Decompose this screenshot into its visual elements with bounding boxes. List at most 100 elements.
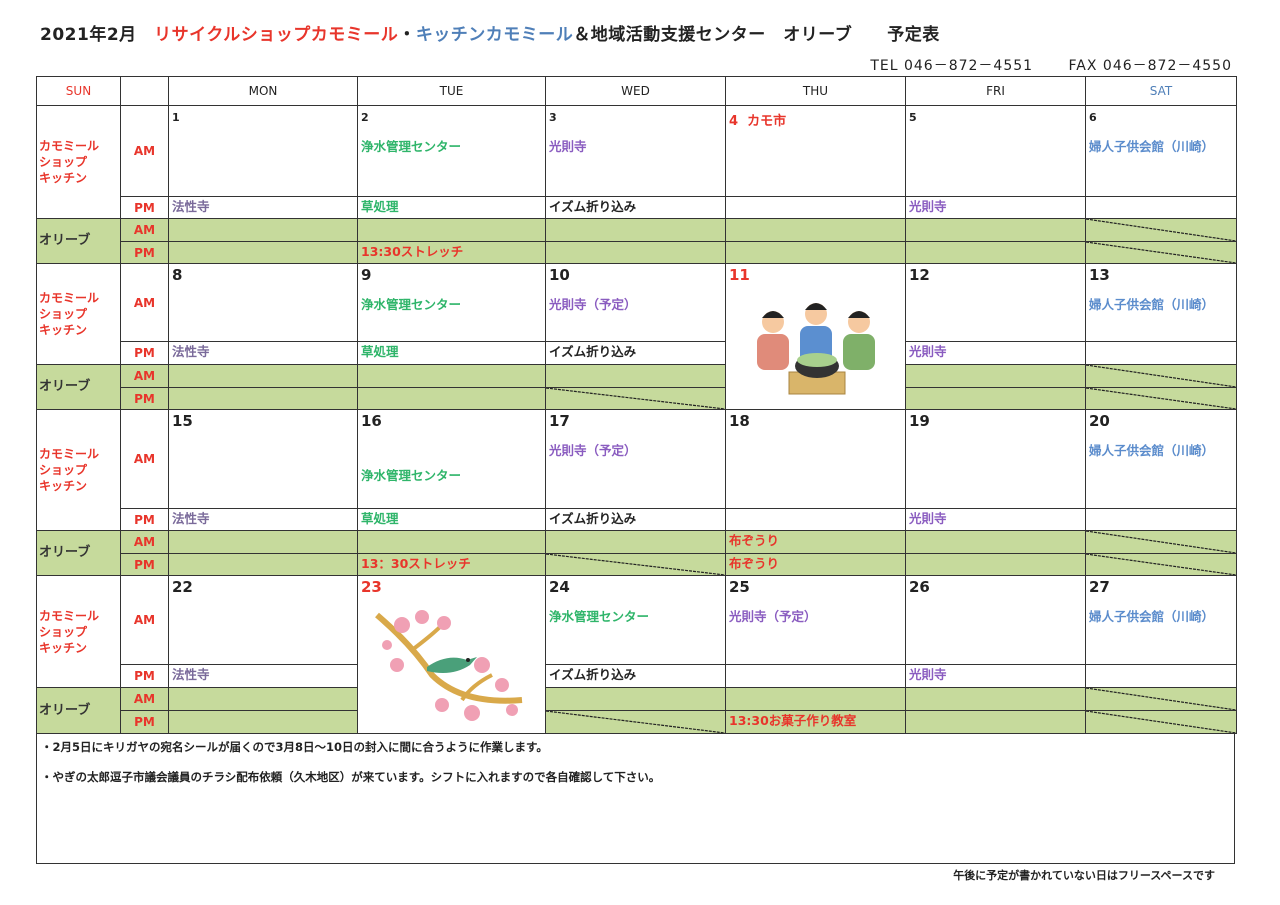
olive-pm-cell[interactable] — [1085, 710, 1237, 734]
olive-pm-cell[interactable] — [545, 387, 726, 410]
olive-am-cell[interactable] — [905, 218, 1086, 242]
day-cell-13[interactable]: 13 婦人子供会館（川崎） — [1085, 263, 1237, 342]
day-cell-15[interactable]: 15 — [168, 409, 358, 509]
day-cell-23[interactable]: 23 — [357, 575, 546, 734]
olive-pm-cell[interactable] — [1085, 387, 1237, 410]
day-cell-12[interactable]: 12 — [905, 263, 1086, 342]
olive-pm-cell[interactable] — [168, 387, 358, 410]
day-cell-10[interactable]: 10 光則寺（予定） — [545, 263, 726, 342]
olive-pm-row: PM 13：30ストレッチ 布ぞうり — [36, 553, 1237, 576]
pm-cell[interactable]: 光則寺 — [905, 196, 1086, 219]
olive-pm-cell[interactable]: 13:30ストレッチ — [357, 241, 546, 264]
pm-cell[interactable] — [1085, 341, 1237, 365]
pm-cell[interactable]: 法性寺 — [168, 664, 358, 688]
olive-am-cell[interactable] — [1085, 530, 1237, 554]
pm-cell[interactable]: 法性寺 — [168, 196, 358, 219]
pm-cell[interactable] — [725, 664, 906, 688]
olive-am-cell[interactable] — [1085, 218, 1237, 242]
olive-pm-cell[interactable]: 13:30お菓子作り教室 — [725, 710, 906, 734]
day-cell-27[interactable]: 27 婦人子供会館（川崎） — [1085, 575, 1237, 665]
olive-pm-cell[interactable] — [905, 710, 1086, 734]
day-cell-5[interactable]: 5 — [905, 105, 1086, 197]
olive-pm-cell[interactable] — [905, 241, 1086, 264]
pm-cell[interactable] — [1085, 508, 1237, 531]
date-number: 26 — [909, 578, 930, 596]
olive-am-cell[interactable] — [168, 530, 358, 554]
pm-cell[interactable]: イズム折り込み — [545, 196, 726, 219]
day-cell-22[interactable]: 22 — [168, 575, 358, 665]
pm-cell[interactable]: イズム折り込み — [545, 341, 726, 365]
column-header-sun: SUN — [36, 76, 121, 106]
pm-cell[interactable]: イズム折り込み — [545, 664, 726, 688]
event-label: カモ市 — [738, 114, 787, 129]
day-cell-8[interactable]: 8 — [168, 263, 358, 342]
olive-pm-cell[interactable] — [725, 241, 906, 264]
olive-am-cell[interactable] — [725, 687, 906, 711]
pm-cell[interactable] — [725, 196, 906, 219]
olive-pm-cell[interactable] — [168, 553, 358, 576]
olive-pm-cell[interactable]: 13：30ストレッチ — [357, 553, 546, 576]
olive-pm-cell[interactable] — [1085, 553, 1237, 576]
pm-cell[interactable]: 法性寺 — [168, 508, 358, 531]
olive-am-cell[interactable] — [905, 687, 1086, 711]
olive-am-cell[interactable] — [545, 687, 726, 711]
day-cell-20[interactable]: 20 婦人子供会館（川崎） — [1085, 409, 1237, 509]
olive-am-cell[interactable] — [168, 218, 358, 242]
pm-cell[interactable]: 光則寺 — [905, 341, 1086, 365]
day-cell-18[interactable]: 18 — [725, 409, 906, 509]
pm-cell[interactable] — [1085, 664, 1237, 688]
date-number: 6 — [1089, 111, 1097, 124]
pm-cell[interactable]: 草処理 — [357, 196, 546, 219]
olive-am-cell[interactable] — [357, 218, 546, 242]
closed-slash — [1086, 531, 1236, 553]
olive-am-cell[interactable] — [1085, 687, 1237, 711]
pm-cell[interactable]: 光則寺 — [905, 508, 1086, 531]
olive-pm-cell[interactable]: 布ぞうり — [725, 553, 906, 576]
olive-am-cell[interactable] — [545, 364, 726, 388]
olive-pm-cell[interactable] — [545, 710, 726, 734]
olive-am-cell[interactable] — [545, 530, 726, 554]
olive-am-row: オリーブ AM 布ぞうり — [36, 530, 1237, 576]
day-cell-4[interactable]: 4 カモ市 — [725, 105, 906, 197]
olive-pm-cell[interactable] — [168, 710, 358, 734]
pm-cell[interactable]: 法性寺 — [168, 341, 358, 365]
day-cell-16[interactable]: 16 浄水管理センター — [357, 409, 546, 509]
olive-pm-cell[interactable] — [545, 553, 726, 576]
olive-am-cell[interactable] — [545, 218, 726, 242]
olive-am-cell[interactable]: 布ぞうり — [725, 530, 906, 554]
pm-cell[interactable]: 草処理 — [357, 508, 546, 531]
day-cell-26[interactable]: 26 — [905, 575, 1086, 665]
date-number: 27 — [1089, 578, 1110, 596]
olive-am-cell[interactable] — [357, 530, 546, 554]
pm-cell[interactable]: イズム折り込み — [545, 508, 726, 531]
olive-am-cell[interactable] — [905, 530, 1086, 554]
column-header-wed: WED — [545, 76, 726, 106]
olive-pm-cell[interactable] — [545, 241, 726, 264]
pm-cell[interactable] — [1085, 196, 1237, 219]
olive-pm-cell[interactable] — [168, 241, 358, 264]
day-cell-24[interactable]: 24 浄水管理センター — [545, 575, 726, 665]
olive-am-cell[interactable] — [905, 364, 1086, 388]
day-cell-2[interactable]: 2 浄水管理センター — [357, 105, 546, 197]
olive-pm-cell[interactable] — [1085, 241, 1237, 264]
pm-cell[interactable]: 草処理 — [357, 341, 546, 365]
olive-pm-cell[interactable] — [357, 387, 546, 410]
day-cell-1[interactable]: 1 — [168, 105, 358, 197]
olive-am-cell[interactable] — [168, 687, 358, 711]
day-cell-9[interactable]: 9 浄水管理センター — [357, 263, 546, 342]
title-part: 2021年2月 — [40, 25, 155, 45]
pm-cell[interactable] — [725, 508, 906, 531]
day-cell-17[interactable]: 17 光則寺（予定） — [545, 409, 726, 509]
olive-am-cell[interactable] — [357, 364, 546, 388]
olive-am-cell[interactable] — [1085, 364, 1237, 388]
olive-am-cell[interactable] — [168, 364, 358, 388]
olive-am-cell[interactable] — [725, 218, 906, 242]
olive-pm-cell[interactable] — [905, 553, 1086, 576]
olive-pm-cell[interactable] — [905, 387, 1086, 410]
day-cell-11[interactable]: 11 — [725, 263, 906, 410]
day-cell-25[interactable]: 25 光則寺（予定） — [725, 575, 906, 665]
pm-cell[interactable]: 光則寺 — [905, 664, 1086, 688]
day-cell-6[interactable]: 6 婦人子供会館（川崎） — [1085, 105, 1237, 197]
day-cell-19[interactable]: 19 — [905, 409, 1086, 509]
day-cell-3[interactable]: 3 光則寺 — [545, 105, 726, 197]
